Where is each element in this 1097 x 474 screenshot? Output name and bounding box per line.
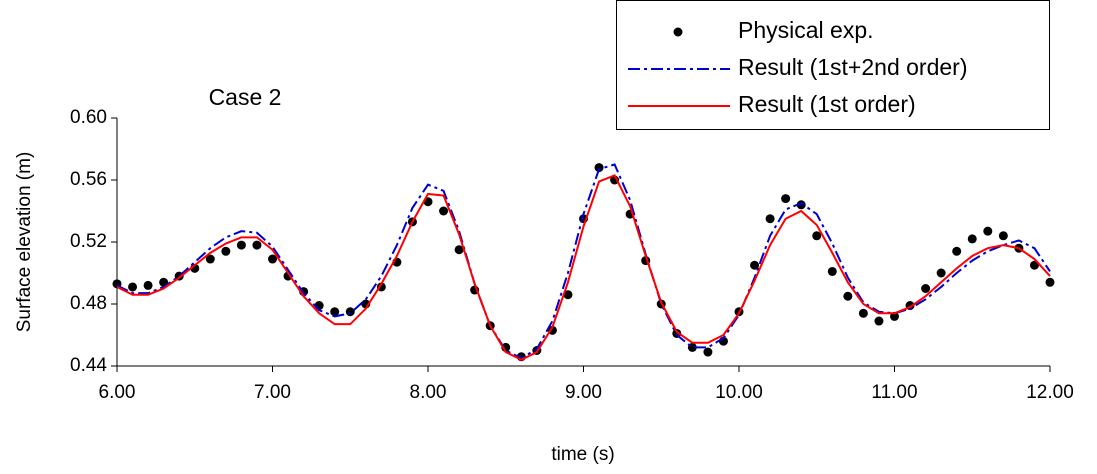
y-tick-label: 0.48 — [70, 293, 107, 314]
data-point — [936, 268, 946, 278]
data-point — [221, 246, 231, 256]
data-point — [858, 308, 868, 318]
data-point — [703, 347, 713, 357]
data-point — [812, 231, 822, 241]
x-tick-label: 11.00 — [871, 382, 917, 403]
data-point — [827, 266, 837, 276]
data-point — [843, 291, 853, 301]
x-tick-label: 10.00 — [715, 382, 763, 403]
series-line — [116, 163, 1051, 360]
x-tick-label: 7.00 — [254, 382, 291, 403]
data-point — [967, 234, 977, 244]
legend-label: Physical exp. — [738, 17, 874, 43]
y-tick-label: 0.56 — [70, 169, 107, 190]
y-tick-label: 0.52 — [70, 231, 107, 252]
data-point — [1045, 277, 1055, 287]
data-point — [796, 200, 806, 210]
data-point — [330, 307, 340, 317]
data-point — [765, 214, 775, 224]
x-tick-label: 8.00 — [410, 382, 447, 403]
legend-label: Result (1st order) — [738, 91, 916, 117]
data-point — [983, 226, 993, 236]
data-point — [205, 254, 215, 264]
series-line — [116, 174, 1051, 361]
legend-box — [616, 0, 1050, 130]
y-tick-label: 0.44 — [70, 355, 107, 376]
x-tick-label: 9.00 — [565, 382, 602, 403]
legend-marker — [673, 27, 683, 37]
data-point — [874, 316, 884, 326]
y-tick-label: 0.60 — [70, 107, 107, 128]
data-point — [454, 245, 464, 255]
data-point — [252, 240, 262, 250]
x-tick-label: 6.00 — [99, 382, 136, 403]
data-point — [750, 260, 760, 270]
data-point — [236, 240, 246, 250]
chart-title: Case 2 — [209, 84, 282, 110]
data-point — [268, 254, 277, 264]
data-point — [143, 280, 153, 290]
data-point — [998, 231, 1008, 241]
data-point — [952, 246, 962, 256]
legend-label: Result (1st+2nd order) — [738, 54, 967, 80]
x-axis-label: time (s) — [551, 444, 614, 465]
data-point — [345, 307, 355, 317]
data-point — [781, 194, 791, 204]
x-tick-label: 12.00 — [1026, 382, 1074, 403]
data-point — [921, 284, 931, 293]
y-axis-label: Surface elevation (m) — [14, 152, 35, 333]
data-point — [128, 282, 138, 292]
data-point — [439, 206, 449, 216]
data-point — [594, 163, 604, 173]
data-point — [563, 290, 573, 300]
